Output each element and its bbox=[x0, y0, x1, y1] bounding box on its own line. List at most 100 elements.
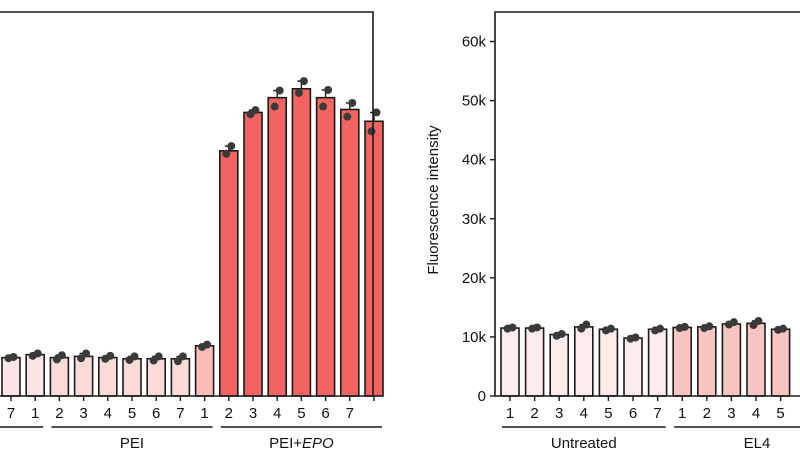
right-x-tick-label: 1 bbox=[506, 405, 514, 422]
left-data-point-17-2 bbox=[275, 86, 284, 95]
right-data-point-11-2 bbox=[754, 316, 763, 325]
left-data-point-8-2 bbox=[57, 351, 66, 360]
left-x-tick-label: 5 bbox=[128, 405, 136, 422]
left-data-point-10-2 bbox=[106, 351, 115, 360]
right-bar-10 bbox=[721, 323, 742, 397]
left-bar-20 bbox=[339, 108, 360, 397]
left-x-tick-label: 4 bbox=[273, 405, 281, 422]
left-data-point-14-2 bbox=[203, 340, 212, 349]
left-bar-19 bbox=[315, 96, 336, 397]
left-x-tick-label: 4 bbox=[104, 405, 112, 422]
left-data-point-12-2 bbox=[154, 352, 163, 361]
left-data-point-15-2 bbox=[227, 142, 236, 151]
left-data-point-9-1 bbox=[77, 354, 86, 363]
right-bar-3 bbox=[549, 333, 570, 397]
left-bar-21 bbox=[364, 120, 384, 397]
right-x-tick-label: 4 bbox=[752, 405, 760, 422]
right-y-tick-label: 60k bbox=[462, 34, 487, 51]
right-data-point-12-2 bbox=[779, 324, 788, 333]
right-y-tick-label: 10k bbox=[462, 329, 487, 346]
left-data-point-20-1 bbox=[343, 112, 352, 121]
left-bar-10 bbox=[98, 356, 118, 397]
right-axes-frame bbox=[494, 11, 800, 397]
left-x-tick-label: 7 bbox=[176, 405, 184, 422]
right-y-axis-title: Fluorescence intensity bbox=[425, 125, 442, 275]
left-data-point-20-2 bbox=[348, 98, 357, 107]
left-data-point-19-1 bbox=[319, 102, 328, 111]
left-bar-14 bbox=[194, 344, 215, 397]
right-x-tick-label: 5 bbox=[604, 405, 612, 422]
left-bar-7 bbox=[25, 353, 46, 397]
left-data-point-13-1 bbox=[173, 357, 182, 366]
right-bar-12 bbox=[770, 328, 791, 397]
left-data-point-19-2 bbox=[324, 85, 333, 94]
left-bar-15 bbox=[219, 150, 239, 397]
left-x-tick-label: 3 bbox=[79, 405, 87, 422]
left-bar-9 bbox=[73, 355, 94, 397]
right-y-tick-label: 0 bbox=[478, 388, 486, 405]
right-bar-6 bbox=[623, 337, 643, 397]
left-x-tick-label: 2 bbox=[55, 405, 63, 422]
left-data-point-15-1 bbox=[222, 149, 231, 158]
right-data-point-8-2 bbox=[680, 322, 689, 331]
right-bar-5 bbox=[598, 328, 619, 397]
left-bar-8 bbox=[49, 356, 70, 397]
left-data-point-9-2 bbox=[82, 349, 91, 358]
right-bar-9 bbox=[696, 326, 717, 397]
right-bar-11 bbox=[746, 322, 766, 397]
right-y-tick-label: 50k bbox=[462, 93, 487, 110]
right-data-point-2-2 bbox=[533, 323, 542, 332]
right-bar-4 bbox=[573, 326, 594, 397]
right-y-tick-label: 40k bbox=[462, 152, 487, 169]
left-x-tick-label: 1 bbox=[200, 405, 208, 422]
right-x-tick-label: 7 bbox=[653, 405, 661, 422]
left-data-point-11-2 bbox=[130, 352, 139, 361]
right-x-tick-label: 6 bbox=[629, 405, 637, 422]
right-y-tick-label: 30k bbox=[462, 211, 487, 228]
right-x-tick-label: 2 bbox=[530, 405, 538, 422]
left-x-tick-label: 3 bbox=[249, 405, 257, 422]
left-bar-17 bbox=[267, 96, 288, 397]
right-data-point-7-2 bbox=[656, 324, 665, 333]
left-x-tick-label: 6 bbox=[321, 405, 329, 422]
left-bar-16 bbox=[243, 111, 263, 397]
left-data-point-7-2 bbox=[33, 349, 42, 358]
right-data-point-9-2 bbox=[705, 322, 714, 331]
left-bar-11 bbox=[122, 357, 142, 397]
right-data-point-10-2 bbox=[729, 318, 738, 327]
left-bar-6 bbox=[1, 356, 21, 397]
left-axes-frame bbox=[0, 11, 374, 397]
left-group-label-3: PEI+EPO bbox=[269, 435, 334, 452]
right-data-point-6-2 bbox=[631, 333, 640, 342]
left-data-point-13-2 bbox=[178, 352, 187, 361]
right-data-point-4-2 bbox=[582, 320, 591, 329]
left-x-tick-label: 2 bbox=[225, 405, 233, 422]
right-data-point-3-2 bbox=[557, 329, 566, 338]
right-bar-8 bbox=[672, 326, 693, 397]
right-data-point-1-2 bbox=[508, 323, 517, 332]
left-bar-18 bbox=[291, 88, 312, 397]
left-data-point-18-1 bbox=[294, 88, 303, 97]
left-group-label-2: PEI bbox=[120, 435, 144, 452]
right-group-label-2: EL4 bbox=[744, 435, 771, 452]
left-bar-12 bbox=[146, 357, 166, 397]
left-data-point-17-1 bbox=[270, 102, 279, 111]
left-x-tick-label: 7 bbox=[346, 405, 354, 422]
right-bar-2 bbox=[524, 327, 545, 397]
right-x-tick-label: 4 bbox=[580, 405, 588, 422]
left-bar-13 bbox=[170, 357, 191, 397]
right-chart-panel: Fluorescence intensity 0 10k 20k 30k 40k 50k 6… bbox=[425, 11, 800, 452]
left-x-tick-label: 1 bbox=[31, 405, 39, 422]
left-data-point-21-1 bbox=[367, 127, 376, 136]
left-x-tick-label: 6 bbox=[152, 405, 160, 422]
right-group-label-1: Untreated bbox=[551, 435, 617, 452]
left-x-tick-label: 7 bbox=[7, 405, 15, 422]
right-data-point-5-2 bbox=[606, 324, 615, 333]
right-y-tick-label: 20k bbox=[462, 270, 487, 287]
right-bar-7 bbox=[647, 328, 668, 397]
left-data-point-21-2 bbox=[372, 108, 381, 117]
left-data-point-18-2 bbox=[299, 77, 308, 86]
left-data-point-16-2 bbox=[251, 106, 260, 115]
right-x-tick-label: 2 bbox=[703, 405, 711, 422]
